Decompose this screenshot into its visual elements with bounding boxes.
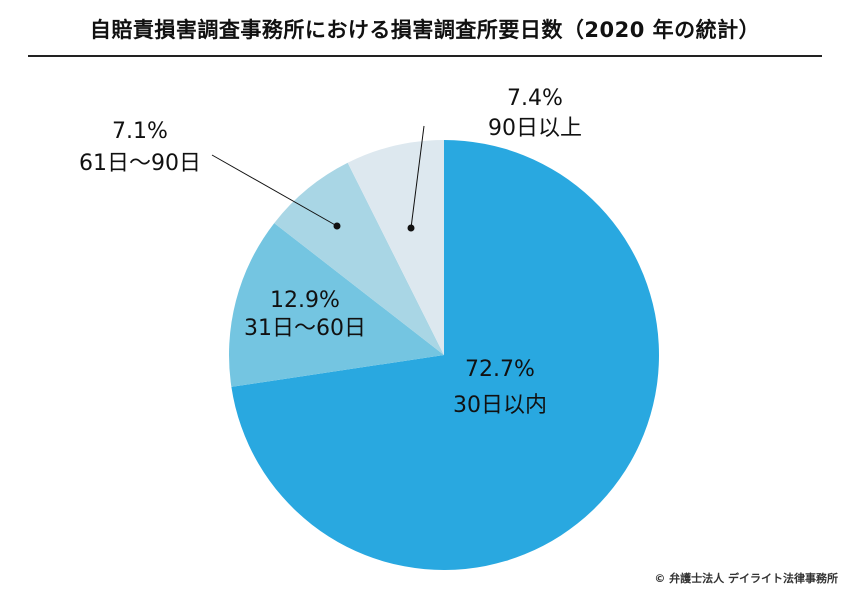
title-underline (28, 55, 822, 57)
slice-percent-label-3: 7.1% (112, 119, 168, 144)
pie-slice-3 (274, 162, 444, 355)
slice-category-label-4: 90日以上 (488, 116, 582, 141)
slice-percent-label-1: 72.7% (465, 357, 535, 382)
pie-slice-2 (228, 223, 444, 387)
leader-dot-4 (407, 224, 415, 232)
slice-category-label-3: 61日〜90日 (79, 151, 201, 176)
pie-slice-4 (347, 140, 444, 355)
slice-category-label-1: 30日以内 (453, 393, 547, 418)
copyright-credit: © 弁護士法人 デイライト法律事務所 (654, 572, 838, 585)
slice-percent-label-2: 12.9% (270, 288, 340, 313)
pie-slice-1 (231, 140, 659, 570)
leader-line-3 (211, 154, 338, 227)
slice-percent-label-4: 7.4% (507, 86, 563, 111)
leader-line-4 (410, 125, 425, 229)
chart-title: 自賠責損害調査事務所における損害調査所要日数（2020 年の統計） (89, 18, 761, 42)
leader-dot-3 (333, 222, 341, 230)
slice-category-label-2: 31日〜60日 (244, 316, 366, 341)
